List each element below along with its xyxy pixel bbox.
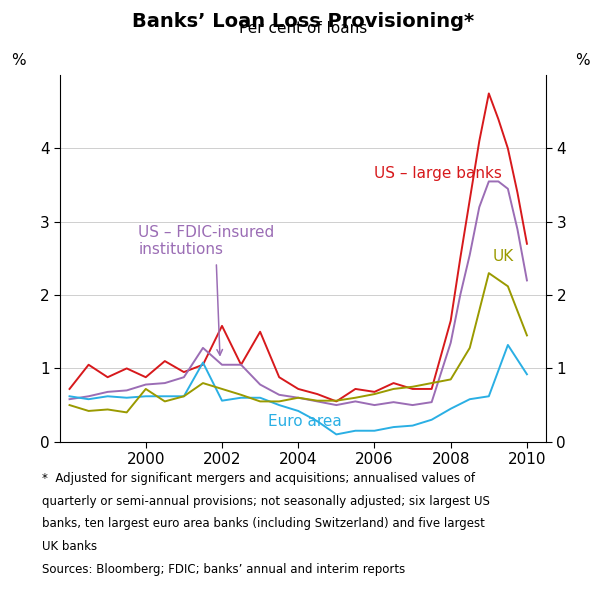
Text: %: % — [575, 53, 590, 68]
Title: Per cent of loans: Per cent of loans — [239, 22, 367, 37]
Text: Banks’ Loan Loss Provisioning*: Banks’ Loan Loss Provisioning* — [132, 12, 474, 31]
Text: %: % — [11, 53, 26, 68]
Text: US – FDIC-insured
institutions: US – FDIC-insured institutions — [138, 225, 274, 257]
Text: Sources: Bloomberg; FDIC; banks’ annual and interim reports: Sources: Bloomberg; FDIC; banks’ annual … — [42, 563, 405, 576]
Text: quarterly or semi-annual provisions; not seasonally adjusted; six largest US: quarterly or semi-annual provisions; not… — [42, 495, 490, 508]
Text: US – large banks: US – large banks — [374, 166, 502, 182]
Text: banks, ten largest euro area banks (including Switzerland) and five largest: banks, ten largest euro area banks (incl… — [42, 517, 485, 531]
Text: Euro area: Euro area — [268, 414, 341, 429]
Text: UK: UK — [493, 249, 514, 264]
Text: *  Adjusted for significant mergers and acquisitions; annualised values of: * Adjusted for significant mergers and a… — [42, 472, 475, 485]
Text: UK banks: UK banks — [42, 540, 97, 554]
